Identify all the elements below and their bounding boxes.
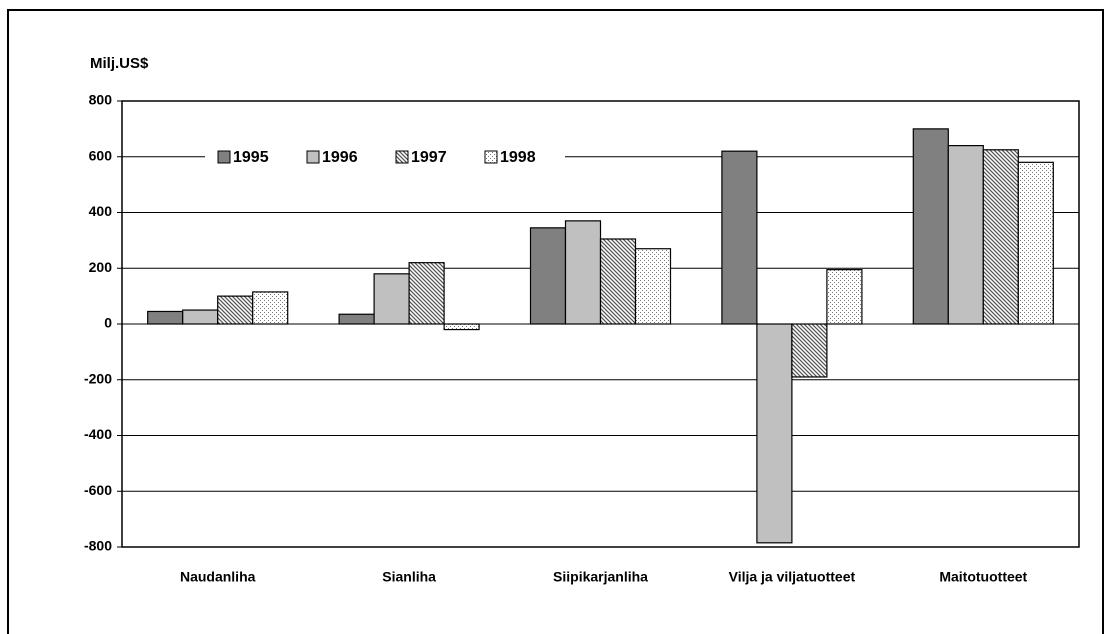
y-tick-label: 800	[89, 92, 113, 108]
legend-background	[205, 144, 565, 170]
bar	[912, 128, 949, 325]
y-tick-label: -400	[84, 426, 112, 442]
x-tick-label: Maitotuotteet	[939, 569, 1027, 585]
bars	[147, 128, 1054, 544]
bar	[182, 309, 219, 325]
bar	[721, 150, 758, 325]
bar	[217, 295, 254, 325]
bar	[529, 227, 567, 325]
bar	[791, 323, 828, 378]
legend-label: 1995	[233, 149, 269, 166]
y-tick-label: -800	[84, 538, 112, 554]
legend-swatch	[306, 150, 320, 164]
bar	[982, 149, 1019, 325]
legend-swatch	[395, 150, 409, 164]
frame	[7, 9, 1104, 634]
y-tick-label: 0	[104, 315, 112, 331]
legend-label: 1998	[500, 149, 536, 166]
legend-label: 1997	[411, 149, 447, 166]
legend-swatch	[484, 150, 498, 164]
bar	[756, 323, 793, 544]
y-tick-label: -600	[84, 482, 112, 498]
y-tick-label: 600	[89, 147, 113, 163]
bar	[599, 238, 637, 325]
legend-swatch	[217, 150, 231, 164]
x-tick-label: Vilja ja viljatuotteet	[729, 569, 856, 585]
bar	[443, 323, 480, 331]
y-tick-label: 400	[89, 203, 113, 219]
x-tick-label: Naudanliha	[180, 569, 256, 585]
bar	[373, 273, 410, 325]
x-tick-label: Sianliha	[382, 569, 436, 585]
x-tick-label: Siipikarjanliha	[553, 569, 648, 585]
bar	[338, 313, 375, 325]
bar	[947, 145, 984, 325]
y-tick-label: -200	[84, 370, 112, 386]
bar	[252, 291, 289, 325]
bar	[408, 262, 445, 325]
bar	[826, 269, 863, 325]
bar	[1017, 161, 1054, 325]
y-axis-label: Milj.US$	[90, 55, 149, 72]
bar	[634, 248, 672, 325]
y-tick-label: 200	[89, 259, 113, 275]
bar	[147, 310, 184, 325]
legend-label: 1996	[322, 149, 358, 166]
bar	[564, 220, 602, 325]
